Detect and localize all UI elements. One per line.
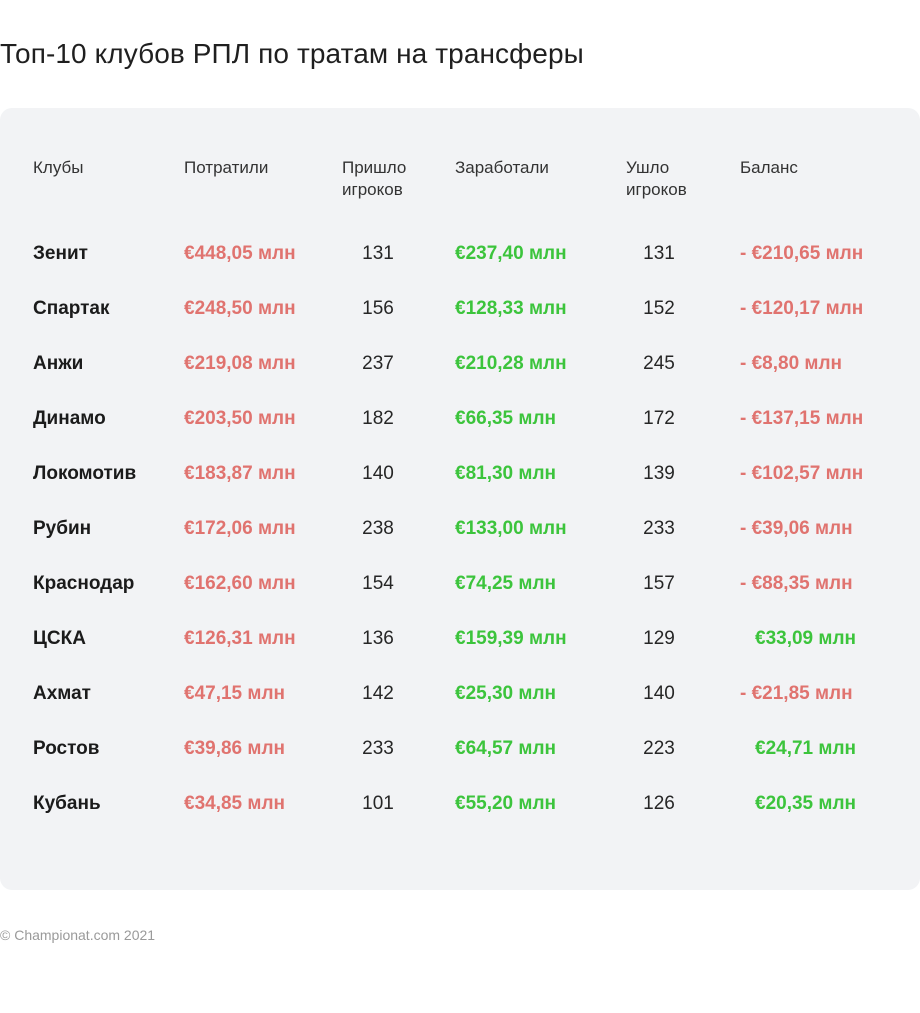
header-left-line1: Ушло	[626, 158, 670, 177]
club-name: Краснодар	[33, 573, 135, 594]
header-clubs: Клубы	[33, 158, 84, 177]
earned-value: €159,39 млн	[455, 628, 567, 649]
earned-value: €25,30 млн	[455, 683, 556, 704]
earned-value: €66,35 млн	[455, 408, 556, 429]
spent-value: €203,50 млн	[184, 408, 296, 429]
left-count: 129	[643, 628, 675, 649]
balance-value: - €39,06 млн	[740, 518, 853, 539]
spent-value: €219,08 млн	[184, 353, 296, 374]
club-name: Рубин	[33, 518, 92, 539]
header-arrived: Пришло игроков	[342, 157, 406, 201]
table-row: Спартак €248,50 млн 156 €128,33 млн 152 - €12…	[0, 294, 920, 324]
spent-value: €162,60 млн	[184, 573, 296, 594]
balance-value: - €137,15 млн	[740, 408, 864, 429]
arrived-count: 136	[362, 628, 394, 649]
page-title: Топ-10 клубов РПЛ по тратам на трансферы	[0, 38, 584, 69]
earned-value: €74,25 млн	[455, 573, 556, 594]
left-count: 152	[643, 298, 675, 319]
spent-value: €183,87 млн	[184, 463, 296, 484]
spent-value: €448,05 млн	[184, 243, 296, 264]
earned-value: €81,30 млн	[455, 463, 556, 484]
left-count: 126	[643, 793, 675, 814]
balance-value: - €120,17 млн	[740, 298, 864, 319]
balance-value: - €210,65 млн	[740, 243, 864, 264]
table-row: Ахмат €47,15 млн 142 €25,30 млн 140 - €21,85 …	[0, 679, 920, 709]
club-name: Локомотив	[33, 463, 137, 484]
left-count: 139	[643, 463, 675, 484]
left-count: 157	[643, 573, 675, 594]
header-left-line2: игроков	[626, 180, 687, 199]
table-row: Краснодар €162,60 млн 154 €74,25 млн 157 - €8…	[0, 569, 920, 599]
table-row: Анжи €219,08 млн 237 €210,28 млн 245 - €8,80 …	[0, 349, 920, 379]
earned-value: €237,40 млн	[455, 243, 567, 264]
header-arrived-line2: игроков	[342, 180, 403, 199]
balance-value: €33,09 млн	[755, 628, 856, 649]
spent-value: €39,86 млн	[184, 738, 285, 759]
arrived-count: 101	[362, 793, 394, 814]
header-left: Ушло игроков	[626, 157, 687, 201]
arrived-count: 238	[362, 518, 394, 539]
club-name: Анжи	[33, 353, 84, 374]
earned-value: €128,33 млн	[455, 298, 567, 319]
earned-value: €55,20 млн	[455, 793, 556, 814]
table-row: Кубань €34,85 млн 101 €55,20 млн 126 €20,35 м…	[0, 789, 920, 819]
left-count: 131	[643, 243, 675, 264]
left-count: 245	[643, 353, 675, 374]
table-row: Динамо €203,50 млн 182 €66,35 млн 172 - €137,…	[0, 404, 920, 434]
earned-value: €64,57 млн	[455, 738, 556, 759]
table-row: Ростов €39,86 млн 233 €64,57 млн 223 €24,71 м…	[0, 734, 920, 764]
club-name: Динамо	[33, 408, 106, 429]
balance-value: - €102,57 млн	[740, 463, 864, 484]
table-row: Рубин €172,06 млн 238 €133,00 млн 233 - €39,0…	[0, 514, 920, 544]
balance-value: - €21,85 млн	[740, 683, 853, 704]
balance-value: €24,71 млн	[755, 738, 856, 759]
club-name: Ахмат	[33, 683, 91, 704]
arrived-count: 156	[362, 298, 394, 319]
left-count: 140	[643, 683, 675, 704]
spent-value: €34,85 млн	[184, 793, 285, 814]
table-row: Локомотив €183,87 млн 140 €81,30 млн 139 - €1…	[0, 459, 920, 489]
balance-value: €20,35 млн	[755, 793, 856, 814]
spent-value: €172,06 млн	[184, 518, 296, 539]
earned-value: €210,28 млн	[455, 353, 567, 374]
club-name: Спартак	[33, 298, 110, 319]
arrived-count: 140	[362, 463, 394, 484]
arrived-count: 233	[362, 738, 394, 759]
arrived-count: 182	[362, 408, 394, 429]
balance-value: - €88,35 млн	[740, 573, 853, 594]
arrived-count: 142	[362, 683, 394, 704]
arrived-count: 131	[362, 243, 394, 264]
earned-value: €133,00 млн	[455, 518, 567, 539]
spent-value: €248,50 млн	[184, 298, 296, 319]
transfers-table-card	[0, 108, 920, 890]
spent-value: €126,31 млн	[184, 628, 296, 649]
left-count: 172	[643, 408, 675, 429]
club-name: Зенит	[33, 243, 88, 264]
header-arrived-line1: Пришло	[342, 158, 407, 177]
club-name: Кубань	[33, 793, 101, 814]
table-row: Зенит €448,05 млн 131 €237,40 млн 131 - €210,…	[0, 239, 920, 269]
left-count: 233	[643, 518, 675, 539]
arrived-count: 154	[362, 573, 394, 594]
copyright-footer: © Championat.com 2021	[0, 927, 156, 943]
left-count: 223	[643, 738, 675, 759]
club-name: Ростов	[33, 738, 100, 759]
table-row: ЦСКА €126,31 млн 136 €159,39 млн 129 €33,09 м…	[0, 624, 920, 654]
spent-value: €47,15 млн	[184, 683, 285, 704]
club-name: ЦСКА	[33, 628, 86, 649]
header-earned: Заработали	[455, 158, 549, 177]
arrived-count: 237	[362, 353, 394, 374]
balance-value: - €8,80 млн	[740, 353, 843, 374]
header-spent: Потратили	[184, 158, 269, 177]
header-balance: Баланс	[740, 158, 798, 177]
